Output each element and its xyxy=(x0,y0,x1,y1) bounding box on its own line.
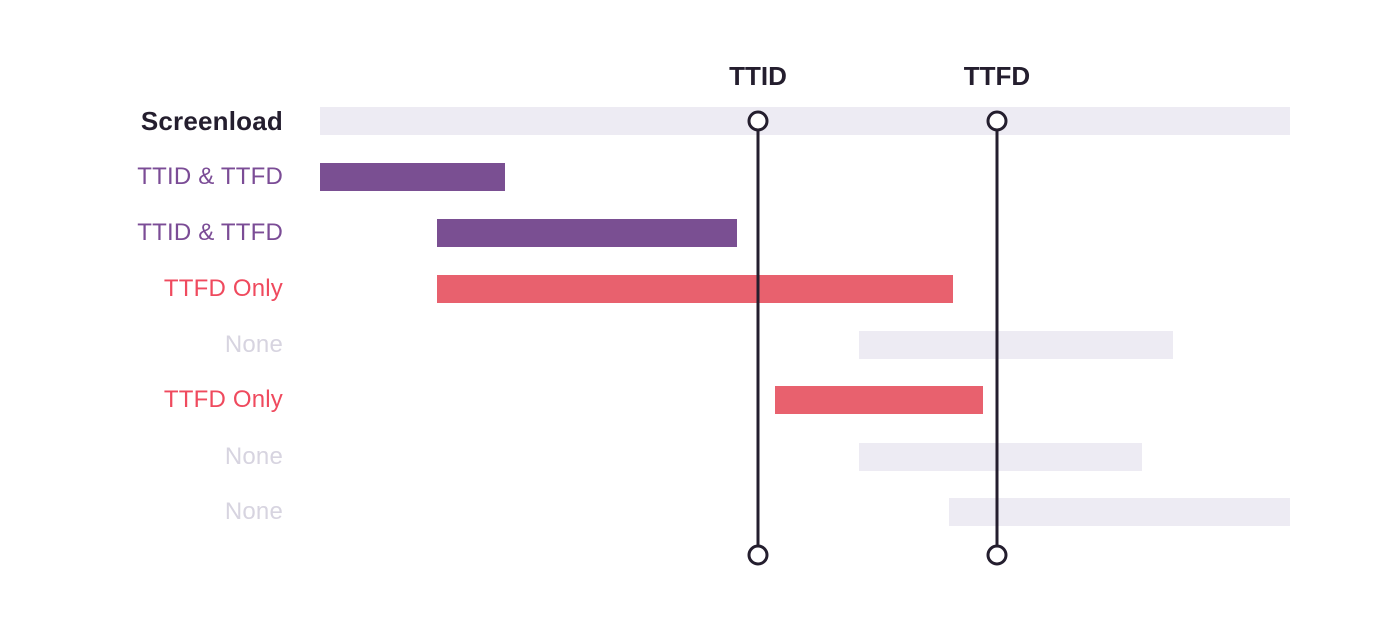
marker-circle-ttid-top xyxy=(747,110,769,132)
row-label-screenload: Screenload xyxy=(140,106,283,136)
row-label-none: None xyxy=(224,443,283,470)
span-bar-none xyxy=(949,498,1290,526)
row-label-ttfd: TTFD Only xyxy=(163,275,283,302)
marker-label-ttid: TTID xyxy=(729,61,787,91)
row-label-ttfd: TTFD Only xyxy=(163,386,283,413)
row-label-both: TTID & TTFD xyxy=(137,219,283,246)
span-bar-ttfd xyxy=(437,275,953,303)
row-label-none: None xyxy=(224,498,283,525)
marker-circle-ttid-bottom xyxy=(747,544,769,566)
marker-line-ttfd xyxy=(995,121,999,555)
span-bar-screenload xyxy=(320,107,1290,135)
span-bar-ttfd xyxy=(775,386,983,414)
span-bar-none xyxy=(859,331,1173,359)
span-bar-both xyxy=(320,163,505,191)
marker-circle-ttfd-top xyxy=(986,110,1008,132)
row-label-both: TTID & TTFD xyxy=(137,163,283,190)
marker-line-ttid xyxy=(756,121,760,555)
row-label-none: None xyxy=(224,331,283,358)
marker-label-ttfd: TTFD xyxy=(963,61,1031,91)
marker-circle-ttfd-bottom xyxy=(986,544,1008,566)
span-bar-none xyxy=(859,443,1142,471)
span-bar-both xyxy=(437,219,737,247)
